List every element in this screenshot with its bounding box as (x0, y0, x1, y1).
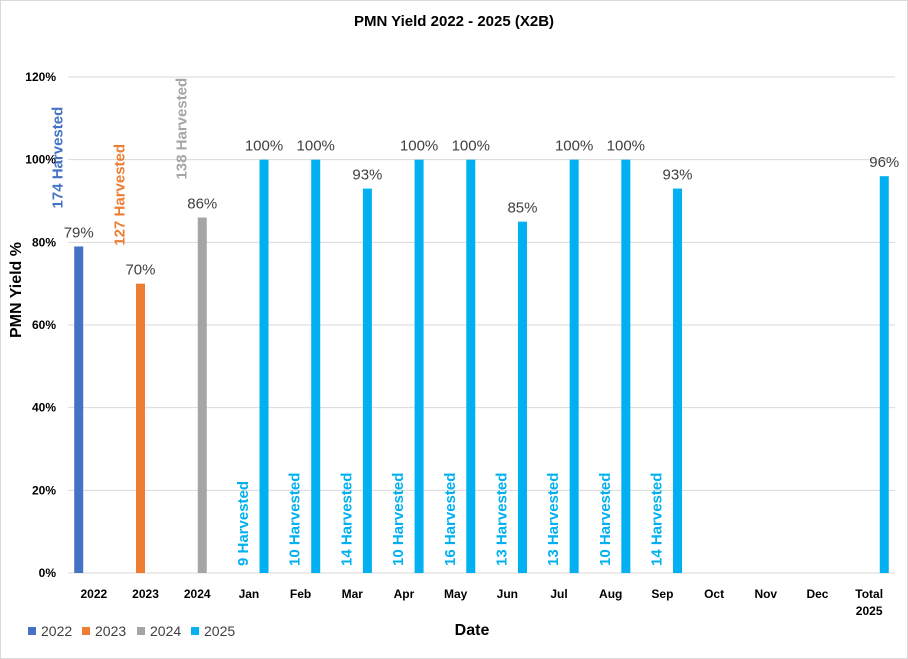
x-tick-label: Mar (342, 587, 364, 601)
x-axis-title: Date (455, 622, 490, 639)
chart-title: PMN Yield 2022 - 2025 (X2B) (354, 13, 554, 30)
x-tick-label: 2022 (80, 587, 107, 601)
y-tick-label: 80% (32, 235, 56, 249)
value-label: 85% (507, 200, 537, 217)
x-tick-label: Dec (806, 587, 828, 601)
bar-2024 (197, 217, 207, 574)
value-label: 86% (187, 196, 217, 213)
x-tick-label: Sep (651, 587, 673, 601)
bar-2022 (74, 246, 84, 573)
y-tick-label: 60% (32, 318, 56, 332)
value-label: 100% (297, 138, 335, 155)
value-label: 100% (607, 138, 645, 155)
harvest-label: 127 Harvested (111, 144, 128, 246)
harvest-label: 13 Harvested (545, 473, 562, 566)
legend-entry: 2025 (204, 623, 235, 639)
bar-2023 (135, 283, 145, 573)
legend-swatch (137, 627, 145, 635)
bar-mar (362, 188, 372, 573)
y-tick-label: 20% (32, 483, 56, 497)
bar-aug (621, 159, 631, 573)
harvest-label: 16 Harvested (442, 473, 459, 566)
bar-may (466, 159, 476, 573)
y-tick-label: 100% (25, 153, 56, 167)
legend-entry: 2024 (150, 623, 181, 639)
value-label: 100% (452, 138, 490, 155)
y-axis-ticks: 0% 20% 40% 60% 80% 100% 120% (25, 70, 56, 580)
legend-swatch (28, 627, 36, 635)
value-label: 93% (352, 167, 382, 184)
value-label: 100% (555, 138, 593, 155)
data-labels: 79% 174 Harvested 70% 127 Harvested 86% 138 H… (50, 78, 900, 566)
legend: 2022 2023 2024 2025 (28, 623, 235, 639)
value-label: 70% (125, 262, 155, 279)
x-tick-label: Jun (497, 587, 518, 601)
x-tick-label: May (444, 587, 468, 601)
harvest-label: 10 Harvested (287, 473, 304, 566)
legend-entry: 2023 (95, 623, 126, 639)
harvest-label: 9 Harvested (235, 481, 252, 566)
y-tick-label: 40% (32, 401, 56, 415)
x-tick-label: Oct (704, 587, 724, 601)
y-tick-label: 120% (25, 70, 56, 84)
x-tick-label: Aug (599, 587, 622, 601)
x-tick-label: Nov (754, 587, 777, 601)
x-tick-label: Jan (239, 587, 260, 601)
bar-feb (311, 159, 321, 573)
y-axis-title: PMN Yield % (8, 242, 25, 338)
x-axis-ticks: 2022 2023 2024 Jan Feb Mar Apr May Jun Jul Aug Sep O… (80, 587, 883, 618)
x-tick-label: Jul (550, 587, 567, 601)
harvest-label: 174 Harvested (50, 107, 67, 209)
bar-jul (569, 159, 579, 573)
bar-jun (517, 221, 527, 573)
x-tick-label: Apr (394, 587, 415, 601)
legend-swatch (82, 627, 90, 635)
bar-apr (414, 159, 424, 573)
harvest-label: 13 Harvested (493, 473, 510, 566)
harvest-label: 10 Harvested (390, 473, 407, 566)
value-label: 79% (64, 224, 94, 241)
value-label: 100% (245, 138, 283, 155)
x-tick-label: 2025 (856, 604, 883, 618)
value-label: 100% (400, 138, 438, 155)
x-tick-label: Feb (290, 587, 311, 601)
x-tick-label: Total (855, 587, 883, 601)
legend-entry: 2022 (41, 623, 72, 639)
x-tick-label: 2024 (184, 587, 211, 601)
x-tick-label: 2023 (132, 587, 159, 601)
harvest-label: 14 Harvested (338, 473, 355, 566)
harvest-label: 14 Harvested (649, 473, 666, 566)
harvest-label: 138 Harvested (173, 78, 190, 180)
harvest-label: 10 Harvested (597, 473, 614, 566)
bar-sep (673, 188, 683, 573)
value-label: 93% (663, 167, 693, 184)
bar-jan (259, 159, 269, 573)
y-tick-label: 0% (39, 566, 57, 580)
legend-swatch (191, 627, 199, 635)
bars (74, 159, 889, 574)
value-label: 96% (869, 154, 899, 171)
bar-total-2025 (879, 176, 889, 573)
